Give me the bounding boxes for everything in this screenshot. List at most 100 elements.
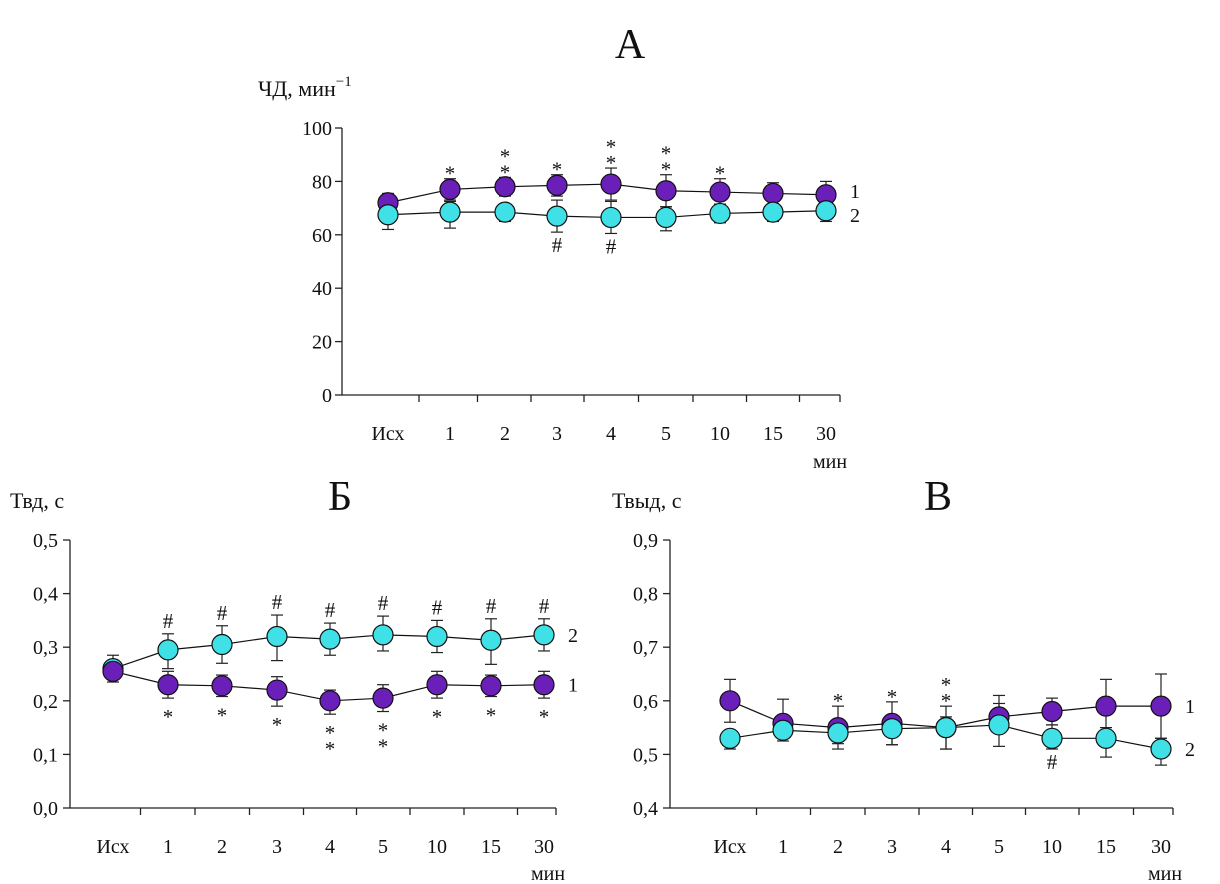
- data-point-series-1: [762, 182, 784, 205]
- x-tick-label: 10: [427, 836, 447, 858]
- data-point-series-1: [157, 674, 179, 696]
- x-tick-label: 1: [445, 423, 455, 445]
- chart-b: Б Твд, с 0,0 0,1 0,2 0,3 0,4 0,5 Исх 1 2 3 4 5 10 15 30 м…: [10, 474, 578, 884]
- data-point-series-1: [102, 660, 124, 682]
- chart-v: В Твыд, с 0,4 0,5 0,6 0,7 0,8 0,9 Исх 1 2 3 4 5 10 15 30…: [612, 474, 1195, 884]
- x-tick-label: 15: [763, 423, 783, 445]
- y-tick-label: 0,7: [633, 637, 658, 659]
- panel-title: А: [615, 22, 646, 68]
- y-tick-label: 0,4: [33, 584, 58, 606]
- y-tick-label: 0,5: [633, 744, 658, 766]
- data-point-series-2: [762, 201, 784, 223]
- x-tick-label: 4: [325, 836, 335, 858]
- y-tick-label: 0,3: [33, 637, 58, 659]
- x-tick-label: 3: [552, 423, 562, 445]
- significance-hash: #: [272, 590, 283, 614]
- data-point-series-1: [655, 180, 677, 202]
- series-label-1: 1: [1185, 696, 1195, 718]
- y-tick-label: 80: [312, 171, 332, 193]
- series-label-1: 1: [568, 675, 578, 697]
- y-axis-label: ЧД, мин−1: [258, 74, 352, 101]
- significance-hash: #: [378, 591, 389, 615]
- y-axis-label-exponent: −1: [336, 74, 352, 90]
- data-point-series-2: [1095, 727, 1117, 749]
- significance-asterisk: *: [539, 705, 550, 729]
- data-point-series-1: [480, 675, 502, 697]
- x-tick-label: 3: [887, 836, 897, 858]
- data-point-series-1: [439, 178, 461, 201]
- series-label-1: 1: [850, 181, 860, 203]
- data-point-series-1: [600, 173, 622, 195]
- y-tick-label: 0,2: [33, 691, 58, 713]
- data-point-series-2: [600, 206, 622, 229]
- data-point-series-2: [1150, 738, 1172, 760]
- data-point-series-2: [319, 628, 341, 650]
- data-point-series-2: [546, 205, 568, 227]
- significance-hash: #: [539, 594, 550, 618]
- x-tick-label: 5: [994, 836, 1004, 858]
- significance-asterisk: *: [325, 737, 336, 761]
- data-point-series-1: [266, 679, 288, 701]
- data-point-series-2: [533, 624, 555, 646]
- y-tick-label: 0,5: [33, 530, 58, 552]
- y-tick-label: 40: [312, 278, 332, 300]
- x-tick-label: 3: [272, 836, 282, 858]
- data-point-series-2: [372, 624, 394, 646]
- significance-hash: #: [486, 594, 497, 618]
- y-axis-label: Твыд, с: [612, 488, 682, 513]
- data-point-series-2: [709, 202, 731, 225]
- x-tick-label: 5: [661, 423, 671, 445]
- x-tick-label: 15: [481, 836, 501, 858]
- significance-asterisk: *: [500, 160, 511, 184]
- y-tick-label: 0,6: [633, 691, 658, 713]
- series-label-2: 2: [850, 205, 860, 227]
- data-point-series-2: [935, 716, 957, 739]
- x-tick-label: 10: [710, 423, 730, 445]
- y-axis-label: Твд, с: [10, 488, 64, 513]
- x-tick-label: 2: [500, 423, 510, 445]
- data-point-series-1: [1041, 700, 1063, 723]
- data-point-series-2: [211, 633, 233, 656]
- x-tick-label: 30: [1151, 836, 1171, 858]
- significance-asterisk: *: [432, 705, 443, 729]
- data-point-series-2: [480, 629, 502, 651]
- significance-asterisk: *: [217, 704, 228, 728]
- significance-asterisk: *: [325, 721, 336, 745]
- x-tick-label: 1: [163, 836, 173, 858]
- x-tick-label: 10: [1042, 836, 1062, 858]
- significance-asterisk: *: [378, 735, 389, 759]
- data-point-series-2: [719, 727, 741, 749]
- y-tick-label: 0,0: [33, 798, 58, 820]
- x-tick-label: 4: [606, 423, 616, 445]
- significance-asterisk: *: [445, 162, 456, 186]
- data-point-series-2: [377, 204, 399, 226]
- significance-asterisk: *: [833, 689, 844, 713]
- panel-title: Б: [328, 474, 352, 520]
- y-tick-label: 0,4: [633, 798, 658, 820]
- x-tick-label: 2: [217, 836, 227, 858]
- data-point-series-2: [1041, 727, 1063, 749]
- x-unit-label: мин: [1148, 863, 1182, 884]
- x-tick-label: Исх: [96, 836, 129, 858]
- data-point-series-2: [266, 625, 288, 648]
- significance-asterisk: *: [887, 685, 898, 709]
- significance-hash: #: [1047, 750, 1058, 774]
- significance-asterisk: *: [378, 719, 389, 743]
- significance-asterisk: *: [163, 705, 174, 729]
- data-point-series-2: [494, 201, 516, 223]
- significance-asterisk: *: [500, 144, 511, 168]
- y-tick-label: 0,9: [633, 530, 658, 552]
- data-point-series-2: [772, 719, 794, 741]
- x-tick-label: 4: [941, 836, 951, 858]
- data-point-series-1: [1095, 695, 1117, 717]
- x-tick-label: Исх: [713, 836, 746, 858]
- y-tick-label: 100: [302, 118, 332, 140]
- data-point-series-2: [815, 200, 837, 222]
- x-tick-label: 5: [378, 836, 388, 858]
- data-point-series-1: [533, 674, 555, 696]
- significance-asterisk: *: [941, 689, 952, 713]
- series-label-2: 2: [568, 625, 578, 647]
- data-point-series-1: [546, 174, 568, 197]
